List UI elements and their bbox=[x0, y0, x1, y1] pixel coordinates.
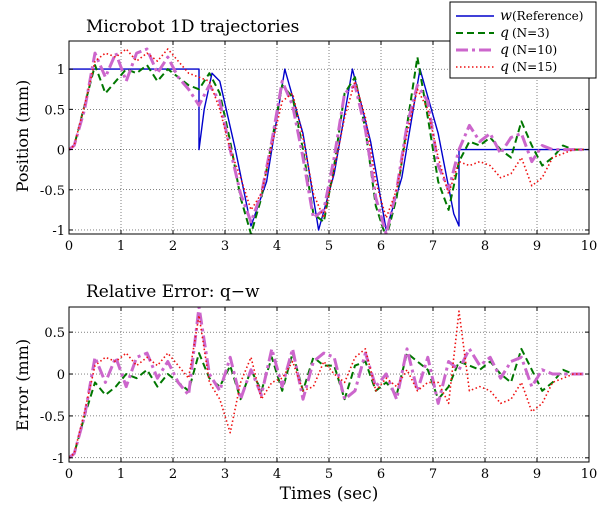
x-tick-label: 8 bbox=[481, 239, 489, 254]
y-tick-label: -0.5 bbox=[40, 184, 65, 199]
x-tick-label: 10 bbox=[581, 467, 598, 482]
x-tick-label: 9 bbox=[533, 467, 541, 482]
y-axis-label: Position (mm) bbox=[13, 80, 32, 192]
legend-symbol: q bbox=[500, 59, 509, 75]
legend-symbol: q bbox=[500, 25, 509, 41]
x-tick-label: 10 bbox=[581, 239, 598, 254]
x-tick-label: 2 bbox=[169, 467, 177, 482]
series-line-n10 bbox=[69, 47, 584, 234]
series-line-n3 bbox=[69, 347, 584, 459]
x-tick-label: 1 bbox=[117, 239, 125, 254]
legend-label: (N=15) bbox=[512, 60, 557, 74]
y-axis-label: Error (mm) bbox=[13, 339, 32, 431]
series-line-n10 bbox=[69, 307, 584, 459]
x-tick-label: 6 bbox=[377, 467, 385, 482]
x-tick-label: 1 bbox=[117, 467, 125, 482]
x-tick-label: 3 bbox=[221, 239, 229, 254]
legend-label: (N=10) bbox=[512, 43, 557, 57]
y-tick-label: 0 bbox=[57, 368, 65, 383]
error-panel: 0 1 2 3 4 5 6 7 8 9 10 -1 -0.5 0 0.5 Relative Error: q−… bbox=[13, 282, 597, 504]
y-tick-label: 1 bbox=[57, 63, 65, 78]
y-tick-label: 0.5 bbox=[44, 326, 65, 341]
y-tick-label: -0.5 bbox=[40, 410, 65, 425]
legend-label: (N=3) bbox=[512, 26, 550, 40]
series-line-n3 bbox=[69, 56, 584, 234]
trajectories-panel: 0 1 2 3 4 5 6 7 8 9 10 -1 -0.5 0 0.5 1 Microbot 1D traje… bbox=[13, 1, 598, 254]
y-tick-label: -1 bbox=[52, 452, 65, 467]
x-tick-label: 4 bbox=[273, 239, 281, 254]
x-axis-label: Times (sec) bbox=[280, 484, 379, 504]
x-tick-label: 7 bbox=[429, 239, 437, 254]
plot-area bbox=[68, 306, 590, 463]
x-tick-label: 5 bbox=[325, 239, 333, 254]
y-tick-label: 0.5 bbox=[44, 103, 65, 118]
x-tick-label: 9 bbox=[533, 239, 541, 254]
x-tick-label: 2 bbox=[169, 239, 177, 254]
x-tick-label: 5 bbox=[325, 467, 333, 482]
legend-symbol: w bbox=[500, 8, 512, 24]
x-tick-label: 0 bbox=[65, 467, 73, 482]
series-line-n15 bbox=[69, 48, 584, 219]
x-tick-label: 8 bbox=[481, 467, 489, 482]
x-tick-label: 7 bbox=[429, 467, 437, 482]
series-line-n15 bbox=[69, 310, 584, 459]
x-tick-label: 0 bbox=[65, 239, 73, 254]
x-tick-label: 3 bbox=[221, 467, 229, 482]
legend-label: (Reference) bbox=[512, 9, 583, 23]
x-tick-label: 6 bbox=[377, 239, 385, 254]
chart-title: Microbot 1D trajectories bbox=[86, 17, 299, 37]
x-tick-label: 4 bbox=[273, 467, 281, 482]
chart-title: Relative Error: q−w bbox=[86, 282, 260, 302]
legend-symbol: q bbox=[500, 42, 509, 58]
y-tick-label: 0 bbox=[57, 144, 65, 159]
legend-box bbox=[449, 1, 597, 79]
y-tick-label: -1 bbox=[52, 224, 65, 239]
